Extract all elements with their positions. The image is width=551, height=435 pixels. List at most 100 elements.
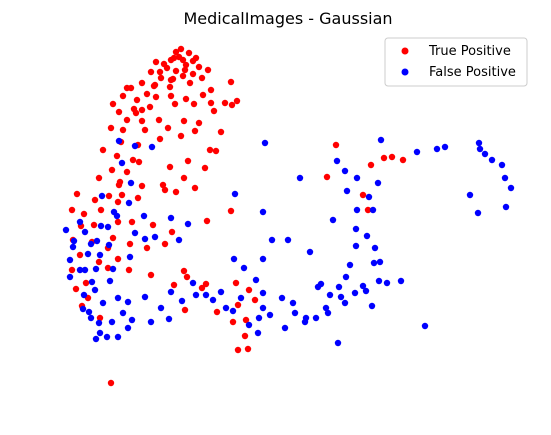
point-true-positive <box>186 79 194 87</box>
point-true-positive <box>107 124 115 132</box>
point-true-positive <box>163 64 171 72</box>
point-false-positive <box>91 286 99 294</box>
point-true-positive <box>169 75 177 83</box>
point-true-positive <box>113 152 121 160</box>
point-true-positive <box>129 156 137 164</box>
point-false-positive <box>66 256 74 264</box>
point-true-positive <box>108 166 116 174</box>
point-false-positive <box>114 294 122 302</box>
legend-label-true-positive: True Positive <box>428 44 511 59</box>
point-false-positive <box>131 142 139 150</box>
point-false-positive <box>103 333 111 341</box>
point-false-positive <box>383 279 391 287</box>
point-true-positive <box>128 218 136 226</box>
point-false-positive <box>376 258 384 266</box>
point-false-positive <box>92 335 100 343</box>
point-false-positive <box>343 187 351 195</box>
point-false-positive <box>351 289 359 297</box>
point-true-positive <box>157 74 165 82</box>
point-true-positive <box>364 206 372 214</box>
point-false-positive <box>368 302 376 310</box>
point-true-positive <box>91 196 99 204</box>
point-true-positive <box>232 279 240 287</box>
point-true-positive <box>198 284 206 292</box>
point-true-positive <box>138 182 146 190</box>
point-false-positive <box>322 304 330 312</box>
point-false-positive <box>222 304 230 312</box>
point-true-positive <box>234 346 242 354</box>
point-true-positive <box>221 99 229 107</box>
point-true-positive <box>166 163 174 171</box>
point-true-positive <box>138 117 146 125</box>
point-true-positive <box>233 97 241 105</box>
point-true-positive <box>151 81 159 89</box>
point-false-positive <box>335 283 343 291</box>
point-false-positive <box>362 287 370 295</box>
point-false-positive <box>66 273 74 281</box>
point-true-positive <box>164 124 172 132</box>
point-true-positive <box>80 210 88 218</box>
point-false-positive <box>76 218 84 226</box>
point-true-positive <box>189 57 197 65</box>
point-false-positive <box>397 277 405 285</box>
point-true-positive <box>388 153 396 161</box>
point-false-positive <box>178 297 186 305</box>
point-true-positive <box>227 207 235 215</box>
point-true-positive <box>119 126 127 134</box>
point-false-positive <box>306 248 314 256</box>
point-false-positive <box>254 329 262 337</box>
point-true-positive <box>143 90 151 98</box>
point-false-positive <box>229 307 237 315</box>
point-true-positive <box>123 116 131 124</box>
point-false-positive <box>69 243 77 251</box>
point-false-positive <box>124 324 132 332</box>
point-false-positive <box>312 314 320 322</box>
point-false-positive <box>96 251 104 259</box>
point-false-positive <box>352 242 360 250</box>
point-true-positive <box>213 308 221 316</box>
point-false-positive <box>99 299 107 307</box>
point-false-positive <box>329 216 337 224</box>
point-true-positive <box>234 301 242 309</box>
point-false-positive <box>127 179 135 187</box>
point-false-positive <box>476 145 484 153</box>
point-false-positive <box>84 250 92 258</box>
point-false-positive <box>157 304 165 312</box>
point-false-positive <box>466 191 474 199</box>
point-false-positive <box>96 329 104 337</box>
point-false-positive <box>108 318 116 326</box>
point-true-positive <box>138 79 146 87</box>
point-false-positive <box>62 226 70 234</box>
point-true-positive <box>212 147 220 155</box>
point-true-positive <box>182 61 190 69</box>
point-true-positive <box>206 146 214 154</box>
point-false-positive <box>341 299 349 307</box>
point-true-positive <box>170 54 178 62</box>
point-true-positive <box>217 128 225 136</box>
point-false-positive <box>167 214 175 222</box>
point-true-positive <box>95 258 103 266</box>
point-false-positive <box>209 296 217 304</box>
point-true-positive <box>146 103 154 111</box>
point-false-positive <box>252 276 260 284</box>
point-false-positive <box>352 225 360 233</box>
point-true-positive <box>161 240 169 248</box>
point-false-positive <box>80 291 88 299</box>
point-true-positive <box>207 99 215 107</box>
point-true-positive <box>96 314 104 322</box>
point-false-positive <box>88 278 96 286</box>
point-false-positive <box>131 229 139 237</box>
point-false-positive <box>501 174 509 182</box>
legend-marker-false-positive <box>401 68 409 76</box>
point-false-positive <box>245 321 253 329</box>
point-false-positive <box>421 322 429 330</box>
point-false-positive <box>106 277 114 285</box>
point-true-positive <box>125 266 133 274</box>
point-false-positive <box>374 179 382 187</box>
point-false-positive <box>433 145 441 153</box>
point-true-positive <box>332 141 340 149</box>
point-true-positive <box>195 119 203 127</box>
point-false-positive <box>109 265 117 273</box>
point-true-positive <box>228 101 236 109</box>
point-true-positive <box>177 45 185 53</box>
